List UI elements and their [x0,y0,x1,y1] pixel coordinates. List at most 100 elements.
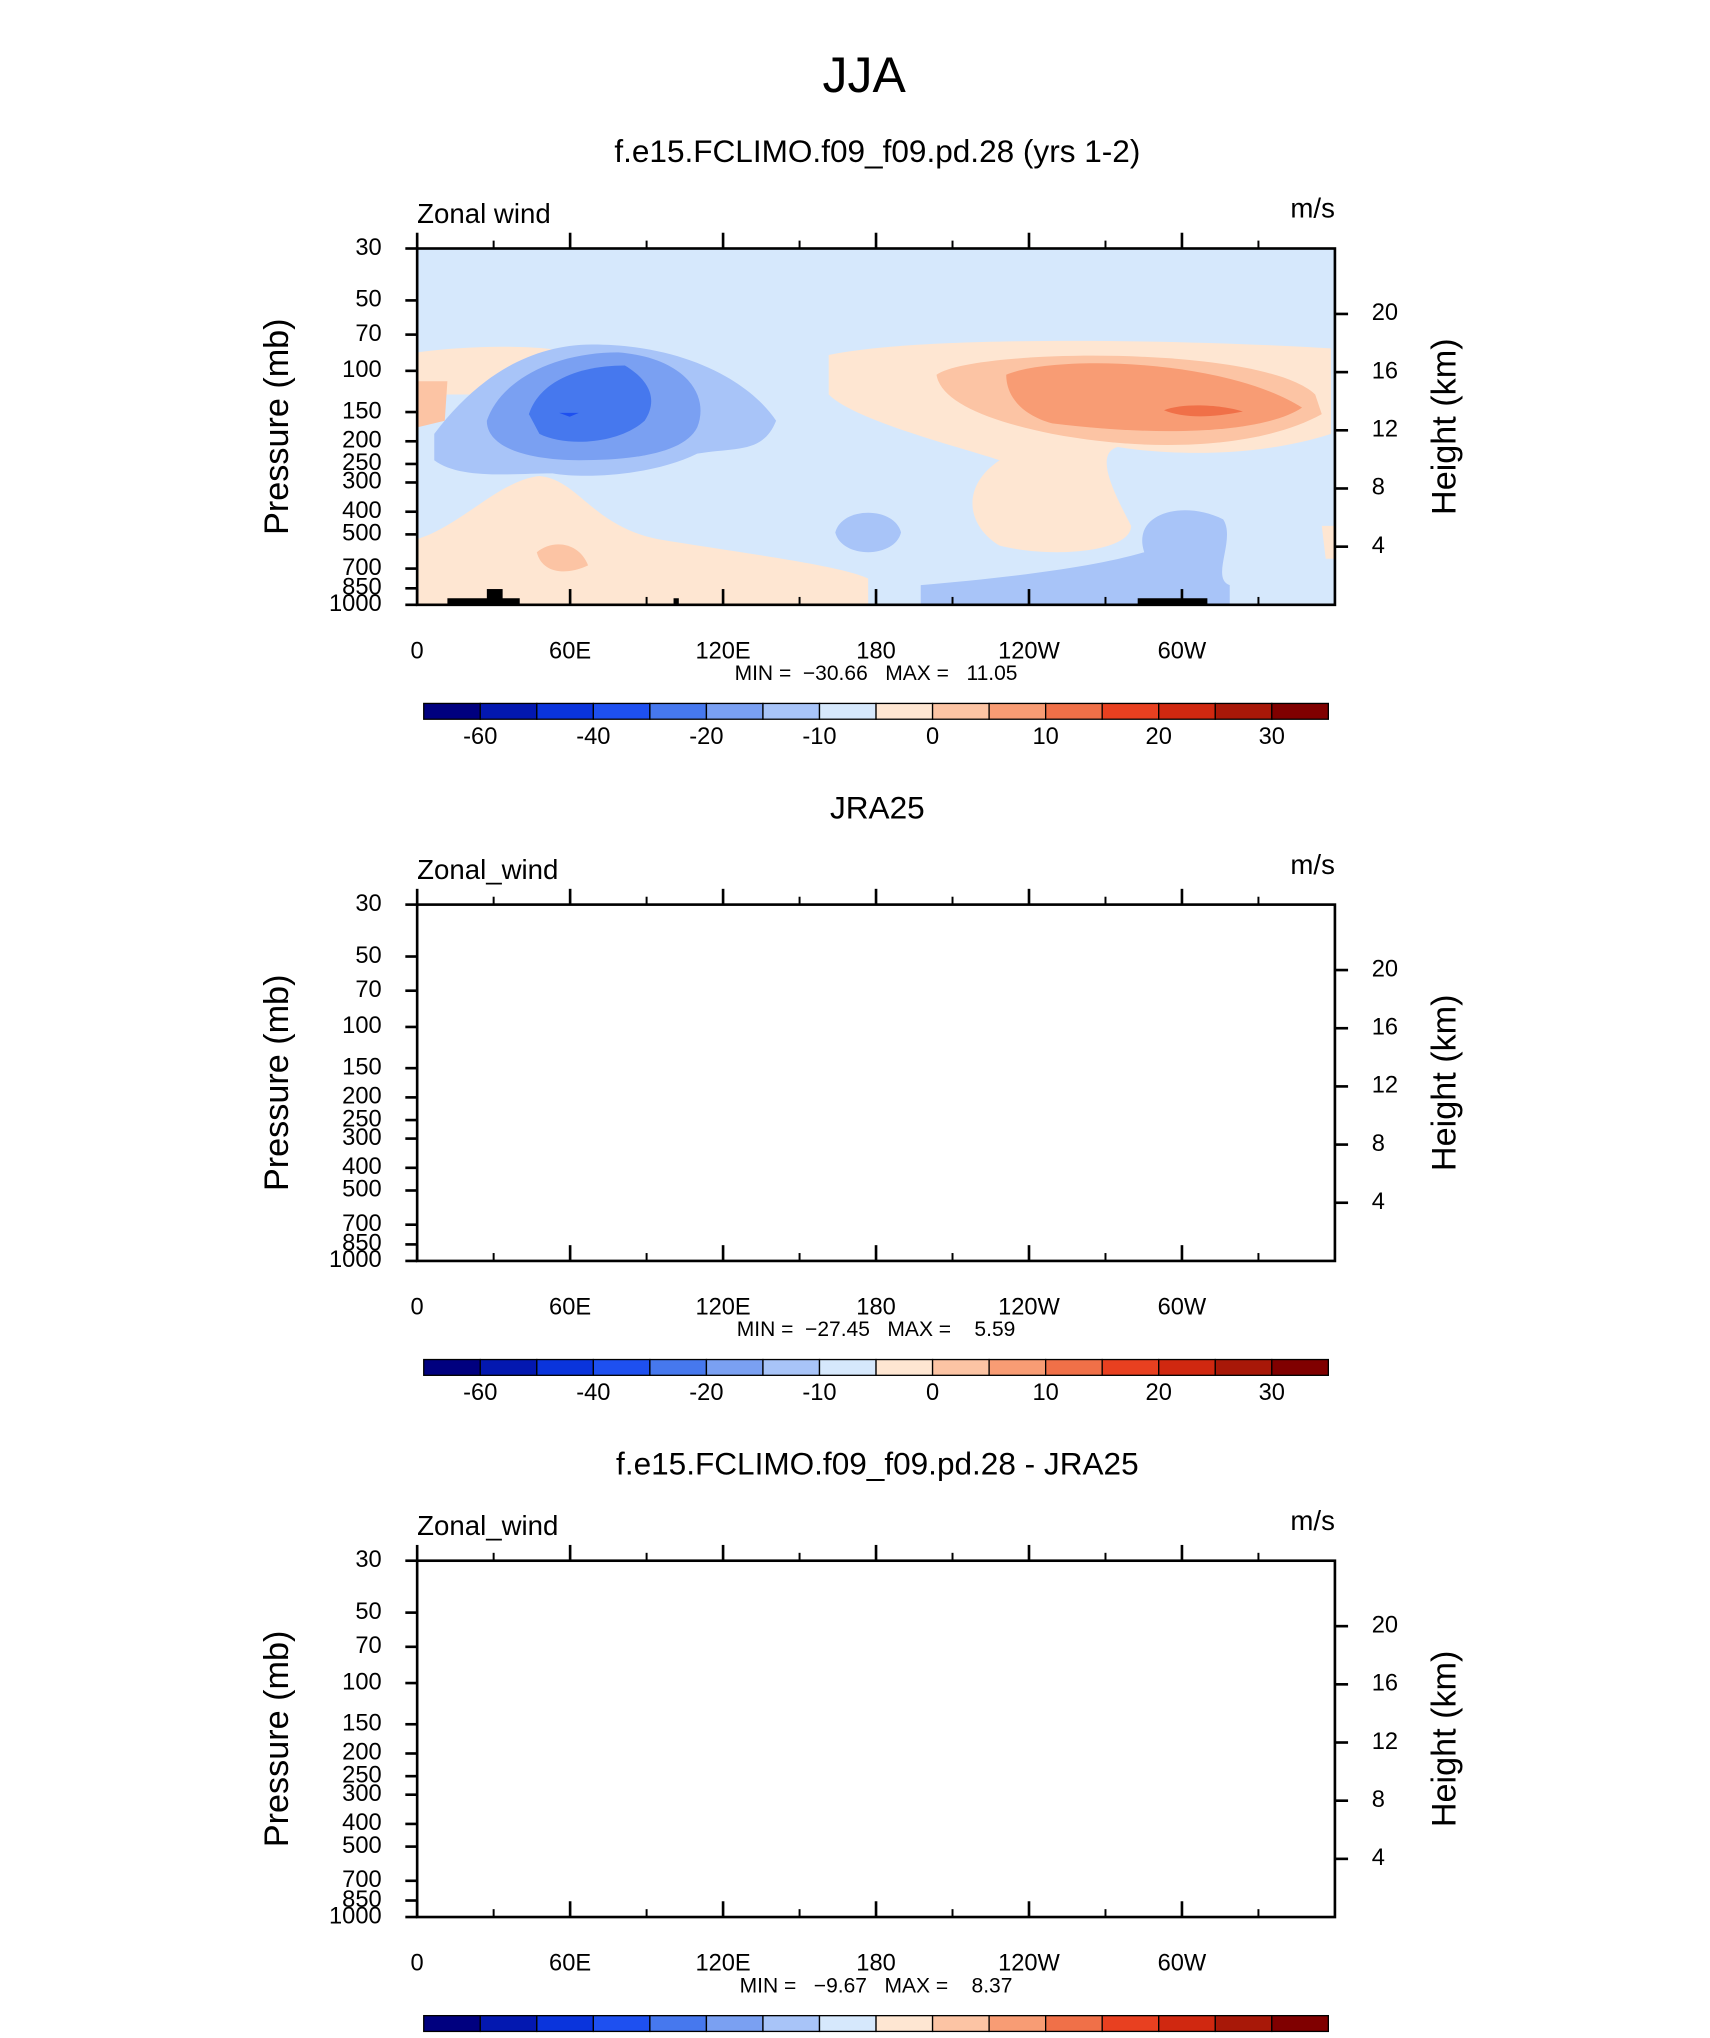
contour-region [1019,1671,1335,1838]
panel: f.e15.FCLIMO.f09_f09.pd.28 (yrs 1-2) Zona… [258,133,1464,750]
colorbar-box [479,702,538,720]
colorbar-label: -12 [576,2036,610,2038]
y2-tick-label: 4 [1372,1845,1385,1871]
colorbar-box [479,2014,538,2033]
y-tick-label: 70 [355,321,381,347]
colorbar-label: -15 [520,2036,554,2038]
contour-region [467,1024,723,1103]
y-tick-label: 400 [342,1154,381,1180]
colorbar-box [536,1358,595,1376]
colorbar-label: -18 [463,2036,497,2038]
contour-region [1006,363,1303,432]
colorbar-box [1158,2014,1216,2033]
x-tick-label: 120W [998,1951,1060,1977]
colorbar-box [818,2014,877,2033]
x-tick-label: 60E [549,1951,591,1977]
colorbar-box [1101,1358,1160,1376]
colorbar-box [931,1358,990,1376]
colorbar-box [705,702,764,720]
min-max-stats: MIN = −30.66 MAX = 11.05 [735,662,1018,685]
contour-region [1164,1204,1190,1210]
colorbar-box [988,2014,1047,2033]
colorbar-label: -20 [689,1380,723,1406]
colorbar-label: 30 [1259,724,1285,750]
y-tick-label: 700 [342,1867,381,1893]
colorbar-box [875,2014,934,2033]
figure-title: JJA [823,47,907,103]
colorbar-box [762,1358,821,1376]
contour-region [737,992,1335,1182]
variable-label: Zonal wind [417,198,551,229]
y-tick-label: 50 [355,1599,381,1625]
y-tick-label: 70 [355,977,381,1003]
contour-region [835,512,902,553]
contour-region [1005,1671,1335,1855]
contour-region [513,1162,721,1261]
topography [1137,598,1208,605]
y-axis-label: Pressure (mb) [258,318,296,534]
contour-region [1092,1875,1131,1882]
contour-region [631,1634,664,1641]
y-tick-label: 100 [342,357,381,383]
panel-title: f.e15.FCLIMO.f09_f09.pd.28 (yrs 1-2) [614,133,1140,169]
x-tick-label: 120W [998,1295,1060,1321]
y-tick-label: 150 [342,1711,381,1737]
y-tick-label: 500 [342,521,381,547]
colorbar-box [931,2014,990,2033]
x-tick-label: 0 [411,1295,424,1321]
colorbar-box [875,1358,934,1376]
contour-region [1144,1802,1190,1828]
colorbar-box [1214,2014,1273,2033]
min-max-stats: MIN = −9.67 MAX = 8.37 [740,1974,1013,1997]
topography [447,598,520,605]
colorbar-box [1214,1358,1273,1376]
x-tick-label: 60W [1158,638,1207,664]
y-tick-label: 500 [342,1177,381,1203]
x-tick-label: 0 [411,1951,424,1977]
colorbar-box [818,702,877,720]
y2-tick-label: 4 [1372,1189,1385,1215]
contour-region [599,953,1283,1079]
y2-axis-label: Height (km) [1426,994,1464,1171]
y-tick-label: 850 [342,575,381,601]
colorbar-label: 9 [1096,2036,1109,2038]
colorbar-box [1271,1358,1329,1376]
y2-tick-label: 20 [1372,1612,1398,1638]
y2-axis-label: Height (km) [1426,338,1464,515]
contour-field [417,248,1335,605]
x-tick-label: 120E [695,1295,750,1321]
y-tick-label: 250 [342,1762,381,1788]
y-tick-label: 1000 [329,1903,382,1929]
y-tick-label: 200 [342,1740,381,1766]
y-tick-label: 50 [355,287,381,313]
colorbar-box [423,2014,481,2033]
y-tick-label: 300 [342,1125,381,1151]
colorbar-label: -6 [696,2036,717,2038]
x-tick-label: 60W [1158,1951,1207,1977]
contour-region [599,1700,774,1805]
variable-label: Zonal_wind [417,1510,558,1541]
y-tick-label: 30 [355,1547,381,1573]
colorbar-label: -10 [802,724,836,750]
y2-tick-label: 8 [1372,1787,1385,1813]
colorbar-box [649,1358,708,1376]
colorbar-label: -10 [802,1380,836,1406]
contour-region [417,1699,463,1727]
colorbar-box [762,702,821,720]
colorbar-box [423,1358,481,1376]
panel-title: JRA25 [830,789,925,825]
colorbar-label: 30 [1259,1380,1285,1406]
colorbar-box [649,2014,708,2033]
y-tick-label: 300 [342,1781,381,1807]
y-tick-label: 50 [355,943,381,969]
colorbar-box [1271,702,1329,720]
y-tick-label: 850 [342,1231,381,1257]
variable-label: Zonal_wind [417,854,558,885]
y-tick-label: 30 [355,235,381,261]
y-tick-label: 200 [342,1084,381,1110]
colorbar-label: -1 [809,2036,830,2038]
y-tick-label: 100 [342,1013,381,1039]
contour-region [615,1218,635,1232]
contour-region [1269,1835,1335,1891]
y-tick-label: 150 [342,398,381,424]
